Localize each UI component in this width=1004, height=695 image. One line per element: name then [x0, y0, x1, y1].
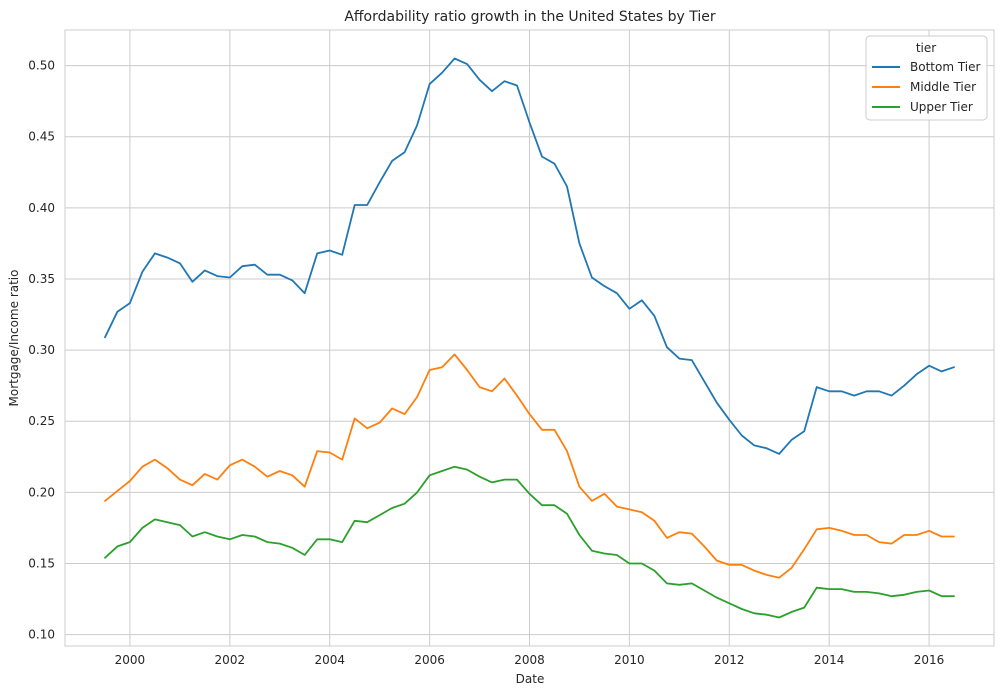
- legend-box: [865, 35, 988, 121]
- series-line-upper-tier: [104, 465, 955, 619]
- x-tick-label: 2012: [714, 653, 745, 667]
- y-tick-label: 0.15: [28, 556, 55, 570]
- y-axis-label: Mortgage/Income ratio: [7, 270, 21, 407]
- y-tick-label: 0.25: [28, 414, 55, 428]
- series-line-bottom-tier: [104, 57, 955, 455]
- y-tick-label: 0.30: [28, 343, 55, 357]
- legend-label: Middle Tier: [910, 80, 976, 94]
- series-line-middle-tier: [104, 353, 955, 579]
- x-tick-label: 2004: [314, 653, 345, 667]
- chart-title: Affordability ratio growth in the United…: [344, 9, 716, 25]
- legend-entry: Upper Tier: [872, 100, 973, 114]
- grid: [65, 30, 994, 646]
- x-tick-label: 2000: [115, 653, 146, 667]
- plot-area: [64, 29, 995, 647]
- y-tick-label: 0.40: [28, 201, 55, 215]
- legend-entry: Bottom Tier: [872, 60, 981, 74]
- y-tick-label: 0.35: [28, 272, 55, 286]
- y-tick-label: 0.45: [28, 130, 55, 144]
- y-tick-label: 0.10: [28, 628, 55, 642]
- legend-title: tier: [916, 41, 936, 55]
- x-tick-label: 2010: [614, 653, 645, 667]
- legend-label: Upper Tier: [910, 100, 973, 114]
- x-axis-label: Date: [516, 672, 545, 686]
- y-axis: 0.10 0.15 0.20 0.25 0.30 0.35 0.40 0.45 0.50: [28, 59, 55, 642]
- x-tick-label: 2014: [814, 653, 845, 667]
- y-tick-label: 0.50: [28, 59, 55, 73]
- legend: tier Bottom Tier Middle Tier Upper Tier: [865, 35, 988, 121]
- x-tick-label: 2008: [514, 653, 545, 667]
- x-axis: 2000 2002 2004 2006 2008 2010 2012 2014 2016: [115, 653, 945, 667]
- series-lines: [104, 57, 955, 619]
- y-tick-label: 0.20: [28, 485, 55, 499]
- legend-label: Bottom Tier: [910, 60, 981, 74]
- x-tick-label: 2006: [414, 653, 445, 667]
- legend-entries: Bottom Tier Middle Tier Upper Tier: [872, 60, 981, 114]
- x-tick-label: 2002: [215, 653, 246, 667]
- legend-entry: Middle Tier: [872, 80, 976, 94]
- x-tick-label: 2016: [914, 653, 945, 667]
